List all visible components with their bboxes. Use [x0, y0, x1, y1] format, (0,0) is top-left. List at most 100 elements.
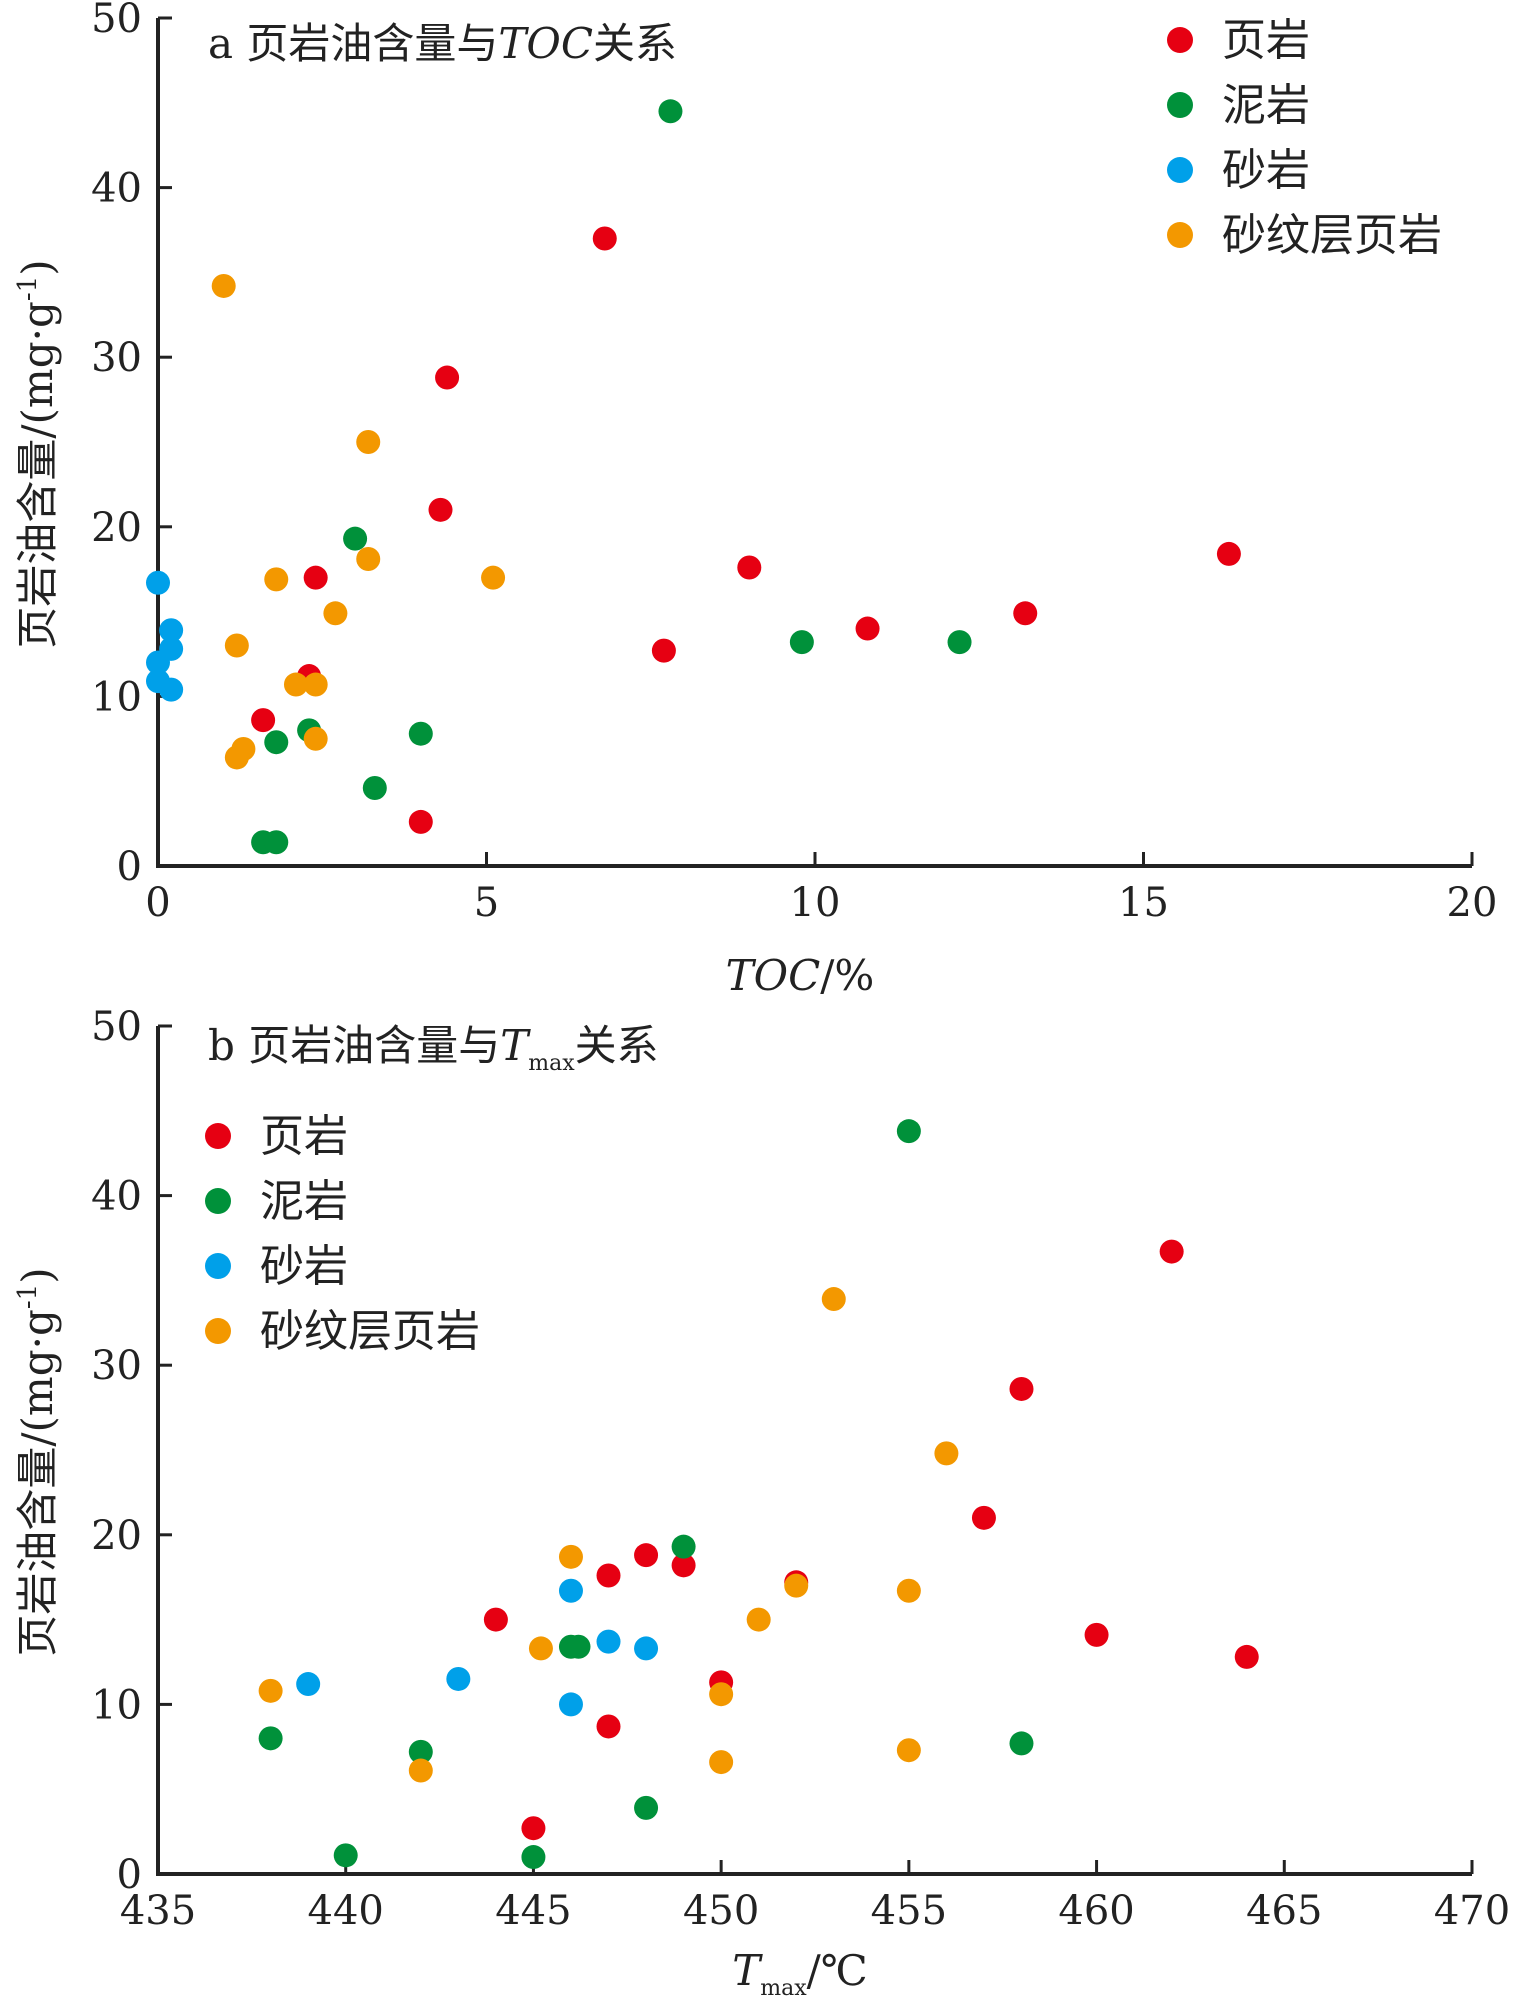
data-point-mudstone: [264, 830, 289, 855]
series-sandstone: [146, 570, 184, 702]
panel-a-title-suffix: 关系: [593, 19, 677, 68]
y-tick-label: 0: [117, 844, 142, 890]
panel-a-title-var: TOC: [498, 19, 593, 68]
data-point-sand-laminated-shale: [303, 672, 328, 697]
x-tick-label: 460: [1058, 1888, 1134, 1934]
panel-b-title-suffix: 关系: [575, 1021, 659, 1070]
data-point-shale: [251, 708, 276, 733]
series-sand-laminated-shale: [258, 1287, 959, 1783]
data-point-shale: [737, 555, 762, 580]
x-tick-label: 0: [145, 880, 170, 926]
data-point-mudstone: [1009, 1731, 1034, 1756]
data-point-sand-laminated-shale: [481, 565, 506, 590]
data-point-shale: [671, 1553, 696, 1578]
panel-a: a 页岩油含量与TOC关系 TOC/% 页岩油含量/(mg·g-1) 01020…: [13, 0, 1497, 1000]
data-point-mudstone: [521, 1845, 546, 1870]
data-point-shale: [634, 1543, 659, 1568]
data-point-mudstone: [896, 1119, 921, 1144]
panel-b-ylabel-sup: -1: [13, 1284, 43, 1309]
series-mudstone: [251, 99, 972, 855]
data-point-shale: [435, 365, 460, 390]
data-point-shale: [1216, 541, 1241, 566]
data-point-sandstone: [159, 677, 184, 702]
legend-marker-sandstone: [205, 1253, 231, 1279]
series-mudstone: [258, 1119, 1034, 1870]
data-point-mudstone: [947, 630, 972, 655]
panel-b-xlabel-var: T: [732, 1946, 763, 1995]
panel-a-ylabel-sup: -1: [13, 276, 43, 301]
data-point-mudstone: [408, 721, 433, 746]
legend-label-sandstone: 砂岩: [1222, 145, 1310, 196]
data-point-mudstone: [408, 1739, 433, 1764]
data-point-sand-laminated-shale: [896, 1738, 921, 1763]
legend-label-sand-laminated-shale: 砂纹层页岩: [260, 1306, 480, 1357]
legend-label-mudstone: 泥岩: [1222, 80, 1310, 131]
legend-marker-shale: [205, 1123, 231, 1149]
x-tick-label: 450: [683, 1888, 759, 1934]
y-tick-label: 40: [91, 1174, 142, 1220]
y-tick-label: 40: [91, 166, 142, 212]
panel-b-ylabel: 页岩油含量/(mg·g-1): [13, 1267, 62, 1656]
panel-a-title: a 页岩油含量与TOC关系: [208, 19, 677, 68]
x-tick-label: 435: [120, 1888, 196, 1934]
data-point-sandstone: [558, 1578, 583, 1603]
legend-label-sandstone: 砂岩: [260, 1241, 348, 1292]
data-point-shale: [1234, 1644, 1259, 1669]
data-point-shale: [408, 809, 433, 834]
x-tick-label: 5: [474, 880, 499, 926]
data-point-shale: [1084, 1622, 1109, 1647]
data-point-sand-laminated-shale: [408, 1758, 433, 1783]
data-point-shale: [1013, 601, 1038, 626]
data-point-sand-laminated-shale: [896, 1578, 921, 1603]
panel-a-title-prefix: a 页岩油含量与: [208, 19, 498, 68]
panel-a-ylabel-main: 页岩油含量/(mg·g: [13, 301, 62, 649]
x-tick-label: 20: [1447, 880, 1498, 926]
x-tick-label: 470: [1434, 1888, 1510, 1934]
data-point-sand-laminated-shale: [558, 1544, 583, 1569]
data-point-sandstone: [146, 570, 170, 595]
series-shale: [251, 226, 1241, 834]
data-point-sand-laminated-shale: [258, 1678, 283, 1703]
legend-marker-sand-laminated-shale: [1167, 222, 1193, 248]
data-point-sand-laminated-shale: [323, 601, 348, 626]
legend-marker-shale: [1167, 27, 1193, 53]
data-point-shale: [1159, 1239, 1184, 1264]
data-point-shale: [971, 1505, 996, 1530]
panel-a-ylabel: 页岩油含量/(mg·g-1): [13, 259, 62, 648]
data-point-sand-laminated-shale: [264, 567, 289, 592]
y-tick-label: 0: [117, 1852, 142, 1898]
data-point-sand-laminated-shale: [356, 430, 381, 454]
data-point-sandstone: [596, 1629, 621, 1654]
data-point-mudstone: [671, 1534, 696, 1559]
data-point-sand-laminated-shale: [211, 273, 236, 298]
legend-marker-mudstone: [205, 1188, 231, 1214]
data-point-sandstone: [296, 1672, 321, 1697]
legend-label-shale: 页岩: [260, 1111, 348, 1162]
panel-a-ylabel-end: ): [13, 259, 62, 275]
data-point-shale: [1009, 1376, 1034, 1401]
x-tick-label: 455: [871, 1888, 947, 1934]
data-point-sandstone: [159, 618, 184, 643]
panel-b-xlabel-sub: max: [760, 1976, 807, 2001]
data-point-sand-laminated-shale: [303, 726, 328, 751]
series-shale: [483, 1239, 1259, 1841]
x-tick-label: 15: [1118, 880, 1169, 926]
panel-b-title: b 页岩油含量与Tmax关系: [208, 1021, 659, 1076]
data-point-shale: [483, 1607, 508, 1632]
legend-marker-mudstone: [1167, 92, 1193, 118]
x-tick-label: 440: [308, 1888, 384, 1934]
data-point-shale: [596, 1714, 621, 1739]
panel-b-xlabel: Tmax/℃: [732, 1946, 868, 2001]
data-point-sand-laminated-shale: [283, 672, 308, 697]
panel-b-title-var: T: [500, 1021, 531, 1070]
data-point-sandstone: [634, 1636, 659, 1661]
data-point-sand-laminated-shale: [356, 547, 381, 572]
series-sand-laminated-shale: [211, 273, 506, 770]
data-point-sand-laminated-shale: [709, 1750, 734, 1775]
y-tick-label: 30: [91, 1343, 142, 1389]
panel-b-title-prefix: b 页岩油含量与: [208, 1021, 500, 1070]
legend-marker-sand-laminated-shale: [205, 1318, 231, 1344]
data-point-mudstone: [258, 1726, 283, 1751]
